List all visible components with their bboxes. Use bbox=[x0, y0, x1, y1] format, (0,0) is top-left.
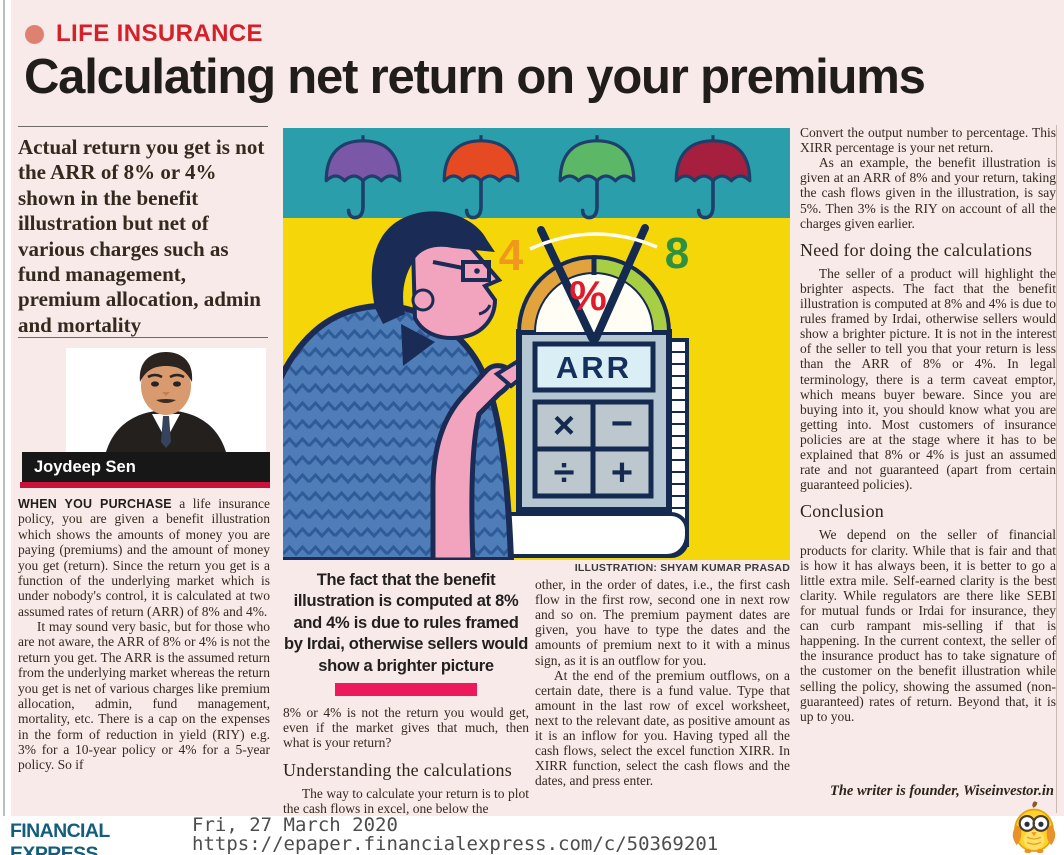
paragraph: The way to calculate your return is to p… bbox=[283, 785, 529, 816]
pull-quote-bar bbox=[335, 683, 477, 697]
ear bbox=[411, 288, 435, 312]
quote-column: The fact that the benefit illustration i… bbox=[283, 562, 529, 818]
author-accent-strip bbox=[20, 482, 270, 488]
article-illustration: % 4 8 ARR × − ÷ + bbox=[283, 128, 790, 560]
calculator: % 4 8 ARR × − ÷ + bbox=[499, 224, 689, 513]
plus-button: + bbox=[611, 452, 633, 494]
author-portrait-illustration bbox=[66, 348, 266, 452]
paragraph: As an example, the benefit illustration … bbox=[800, 155, 1056, 231]
man-figure bbox=[283, 211, 546, 560]
paragraph-text: a life insurance policy, you are given a… bbox=[18, 496, 270, 619]
paragraph: The seller of a product will highlight t… bbox=[800, 265, 1056, 493]
calculator-screen bbox=[532, 341, 656, 393]
owl-mascot-icon[interactable] bbox=[1008, 799, 1060, 853]
paragraph: WHEN YOU PURCHASE a life insurance polic… bbox=[18, 496, 270, 619]
publication-date: Fri, 27 March 2020 bbox=[192, 814, 398, 836]
section-dot-icon bbox=[25, 24, 44, 44]
epaper-url-link[interactable]: https://epaper.financialexpress.com/c/50… bbox=[192, 833, 719, 855]
gauge-right-value: 8 bbox=[665, 229, 689, 278]
left-column-body: WHEN YOU PURCHASE a life insurance polic… bbox=[18, 496, 270, 818]
pull-quote: The fact that the benefit illustration i… bbox=[283, 571, 529, 675]
subheading-need: Need for doing the calculations bbox=[800, 239, 1033, 260]
divider bbox=[18, 337, 268, 338]
subheading-conclusion: Conclusion bbox=[800, 501, 885, 522]
writer-byline: The writer is founder, Wiseinvestor.in bbox=[830, 783, 1054, 799]
paragraph: It may sound very basic, but for those w… bbox=[18, 619, 270, 773]
umbrella-purple-icon bbox=[324, 135, 402, 220]
paragraph: Convert the output number to percentage.… bbox=[800, 125, 1056, 156]
gauge-needle-left bbox=[537, 226, 596, 342]
author-photo bbox=[66, 348, 266, 452]
gauge-arc bbox=[529, 232, 658, 251]
illustration-credit: ILLUSTRATION: SHYAM KUMAR PRASAD bbox=[574, 562, 790, 574]
paragraph: At the end of the premium outflows, on a… bbox=[535, 667, 790, 789]
epaper-footer: FINANCIAL EXPRESS READ TO LEAD Fri, 27 M… bbox=[0, 816, 1064, 855]
umbrella-red-icon bbox=[442, 135, 520, 220]
scan-edge-strip bbox=[0, 0, 11, 855]
paragraph: 8% or 4% is not the return you would get… bbox=[283, 705, 529, 751]
calculator-buttons: × − ÷ + bbox=[532, 399, 654, 499]
logo-wordmark: FINANCIAL EXPRESS bbox=[10, 820, 110, 855]
divide-button: ÷ bbox=[554, 452, 575, 494]
paragraph: We depend on the seller of financial pro… bbox=[800, 527, 1056, 724]
author-name-bar: Joydeep Sen bbox=[22, 452, 270, 482]
column-rule bbox=[1056, 125, 1057, 813]
glasses-icon bbox=[461, 260, 491, 282]
minus-button: − bbox=[611, 403, 633, 445]
right-column: Convert the output number to percentage.… bbox=[800, 125, 1056, 818]
gauge-left-value: 4 bbox=[499, 231, 524, 280]
divider bbox=[18, 126, 268, 127]
standfirst: Actual return you get is not the ARR of … bbox=[18, 135, 265, 337]
multiply-button: × bbox=[553, 405, 575, 447]
paragraph: other, in the order of dates, i.e., the … bbox=[535, 577, 790, 668]
scan-edge-line bbox=[3, 0, 5, 820]
lead-in: WHEN YOU PURCHASE bbox=[18, 497, 172, 511]
subheading-understanding: Understanding the calculations bbox=[283, 759, 512, 780]
section-header: LIFE INSURANCE bbox=[25, 20, 263, 48]
section-label: LIFE INSURANCE bbox=[56, 20, 263, 47]
screen-label: ARR bbox=[556, 350, 632, 385]
financial-express-logo: FINANCIAL EXPRESS READ TO LEAD bbox=[10, 820, 185, 855]
umbrella-green-icon bbox=[558, 135, 636, 220]
article-headline: Calculating net return on your premiums bbox=[24, 50, 926, 104]
third-column: other, in the order of dates, i.e., the … bbox=[535, 577, 790, 818]
left-column: Actual return you get is not the ARR of … bbox=[18, 125, 270, 818]
percent-symbol: % bbox=[569, 272, 606, 319]
umbrella-crimson-icon bbox=[674, 135, 752, 220]
gauge-needle-right bbox=[592, 224, 649, 342]
